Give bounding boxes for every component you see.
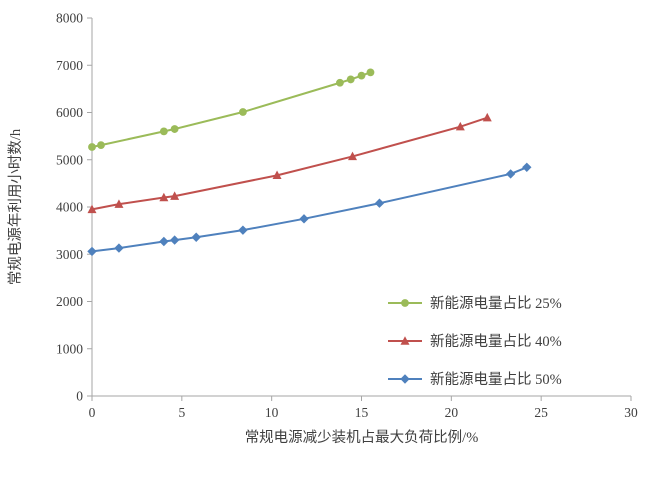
x-axis-tick-label: 15 — [355, 405, 369, 420]
y-axis-tick-label: 0 — [76, 389, 83, 404]
y-axis-tick-label: 7000 — [56, 58, 83, 73]
y-axis-tick-label: 4000 — [56, 200, 83, 215]
series-3 — [87, 162, 532, 257]
legend-marker — [400, 336, 410, 345]
data-point-marker — [272, 170, 282, 180]
data-point-marker — [299, 214, 309, 224]
data-point-marker — [159, 236, 169, 247]
data-point-marker — [239, 108, 247, 116]
series-1 — [88, 68, 375, 151]
x-axis-tick-label: 5 — [178, 405, 185, 420]
y-axis-tick-label: 8000 — [56, 11, 83, 26]
data-point-marker — [87, 246, 97, 257]
data-point-marker — [348, 151, 358, 161]
x-axis-tick-label: 30 — [624, 405, 638, 420]
data-point-marker — [159, 127, 168, 136]
y-axis-tick-label: 5000 — [56, 152, 83, 167]
x-axis-tick-label: 10 — [265, 405, 279, 420]
x-axis-tick-label: 0 — [89, 405, 96, 420]
data-point-marker — [114, 243, 124, 253]
data-point-marker — [87, 204, 97, 214]
data-point-marker — [505, 169, 516, 179]
legend-marker — [400, 374, 410, 384]
x-axis-title: 常规电源减少装机占最大负荷比例/% — [245, 429, 479, 446]
x-axis-tick-label: 25 — [534, 405, 548, 420]
data-point-marker — [170, 125, 179, 133]
legend-marker — [401, 299, 409, 307]
y-axis-tick-label: 1000 — [56, 341, 83, 356]
y-axis-title: 常规电源年利用小时数/h — [7, 128, 24, 285]
data-point-marker — [170, 191, 180, 200]
legend-label: 新能源电量占比 25% — [430, 295, 562, 312]
data-point-marker — [482, 112, 492, 122]
legend: 新能源电量占比 25% 新能源电量占比 40% 新能源电量占比 50% — [388, 295, 562, 388]
data-point-marker — [336, 78, 344, 87]
data-point-marker — [191, 232, 201, 242]
data-point-marker — [159, 192, 169, 202]
data-point-marker — [238, 225, 248, 235]
data-point-marker — [522, 162, 532, 173]
data-point-marker — [114, 199, 124, 208]
data-point-marker — [357, 71, 366, 80]
data-point-marker — [374, 198, 385, 208]
x-axis-tick-label: 20 — [445, 405, 459, 420]
data-point-marker — [455, 121, 465, 131]
series-line — [91, 71, 372, 148]
legend-label: 新能源电量占比 40% — [430, 333, 562, 350]
y-axis-tick-label: 2000 — [56, 294, 83, 309]
data-point-marker — [88, 143, 96, 151]
data-point-marker — [366, 68, 375, 77]
series-line — [91, 116, 489, 211]
series-line — [91, 166, 528, 253]
series-2 — [87, 112, 492, 214]
data-point-marker — [169, 235, 180, 245]
data-point-marker — [346, 75, 355, 84]
y-axis-tick-label: 3000 — [56, 247, 83, 262]
y-axis-tick-label: 6000 — [56, 105, 83, 120]
data-point-marker — [97, 141, 105, 150]
legend-label: 新能源电量占比 50% — [430, 371, 562, 388]
